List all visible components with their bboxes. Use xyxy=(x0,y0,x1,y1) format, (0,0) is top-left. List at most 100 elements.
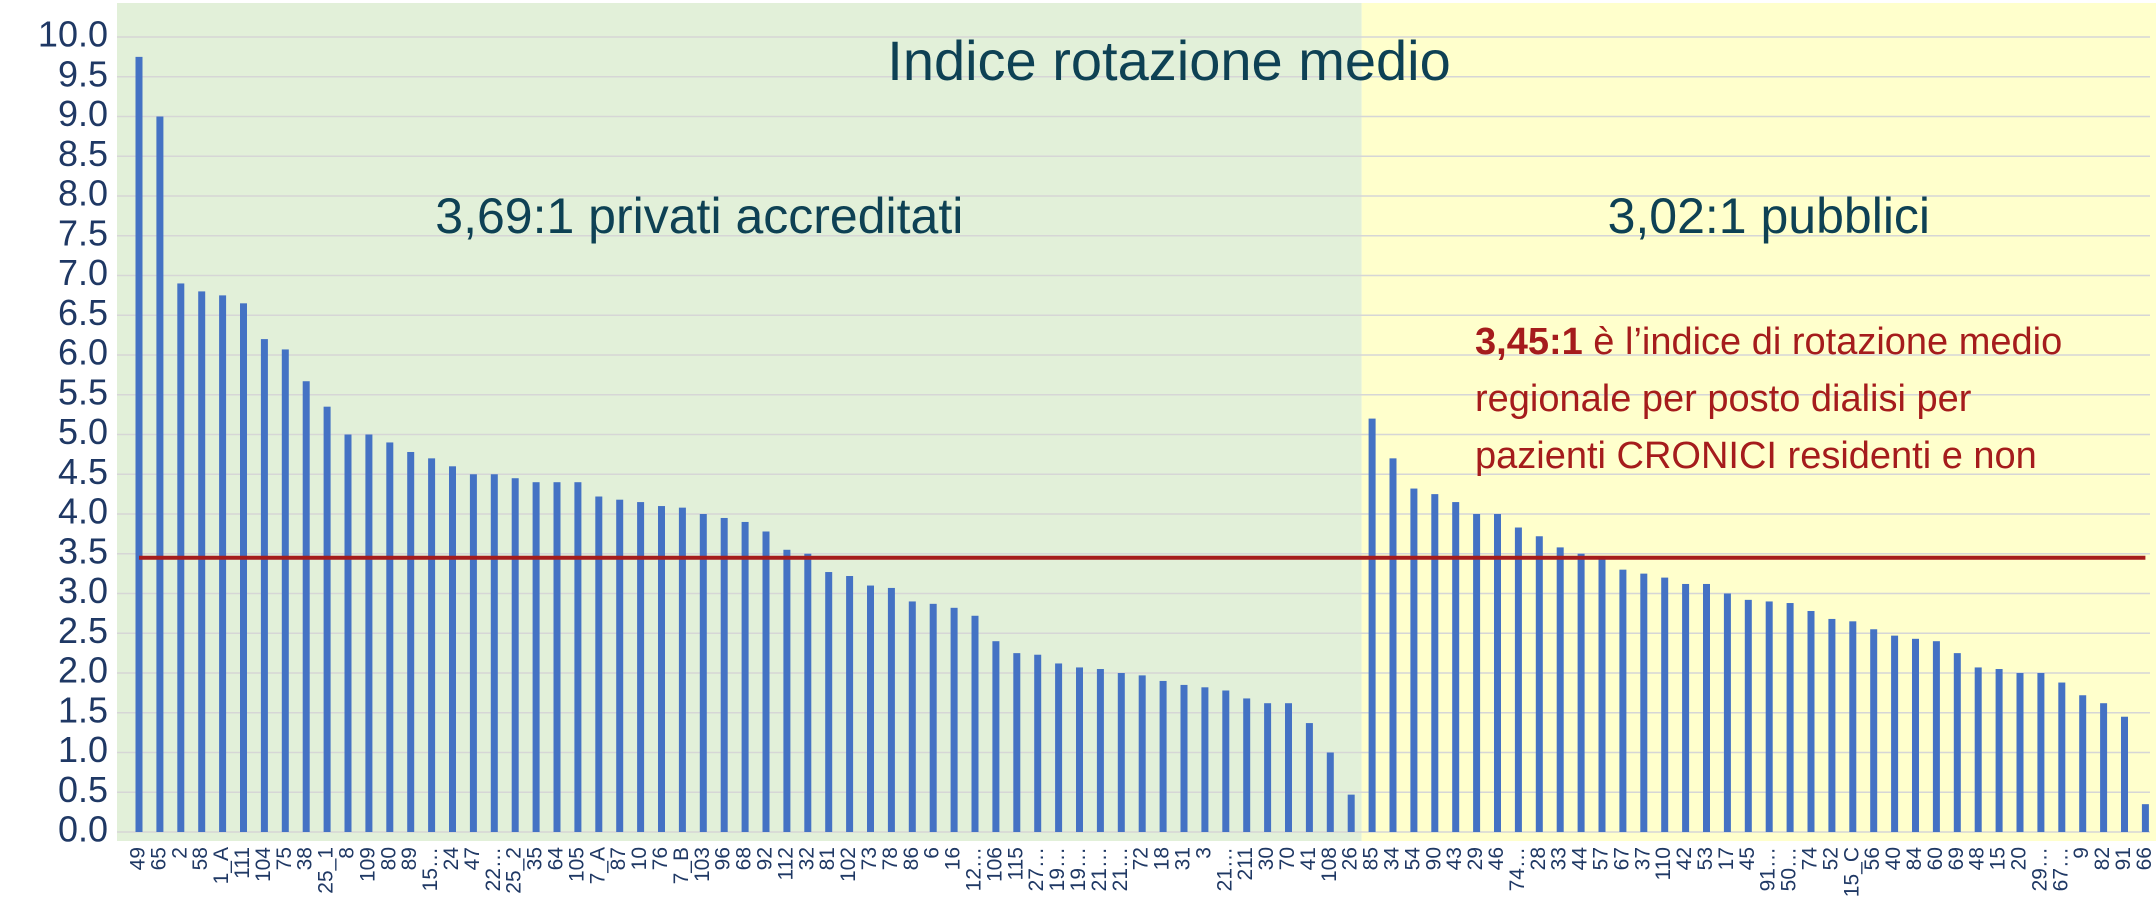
bar xyxy=(908,601,916,832)
bar xyxy=(2058,682,2066,832)
x-tick-label: 45 xyxy=(1736,847,1759,870)
bar xyxy=(1389,458,1397,832)
y-tick-label: 4.0 xyxy=(58,491,108,532)
bar xyxy=(344,434,352,832)
x-tick-label: 42 xyxy=(1673,847,1696,870)
x-tick-label: 67 xyxy=(1610,847,1633,870)
x-tick-label: 48 xyxy=(1966,847,1989,870)
bar xyxy=(1368,418,1376,832)
x-tick-label: 53 xyxy=(1694,847,1717,870)
y-tick-label: 0.0 xyxy=(58,809,108,850)
y-tick-label: 5.0 xyxy=(58,411,108,452)
x-tick-label: 58 xyxy=(189,847,212,870)
x-tick-label: 20 xyxy=(2008,847,2031,870)
x-tick-label: 73 xyxy=(858,847,881,870)
x-tick-label: 54 xyxy=(1401,847,1424,871)
bar xyxy=(1096,669,1104,832)
x-tick-label: 109 xyxy=(356,847,379,882)
x-tick-label: 85 xyxy=(1360,847,1383,870)
y-tick-label: 6.5 xyxy=(58,292,108,333)
bar xyxy=(1912,638,1919,832)
bar xyxy=(616,499,624,832)
bar xyxy=(1723,593,1731,832)
bar xyxy=(302,381,310,832)
bar xyxy=(950,607,958,832)
bar xyxy=(1264,703,1272,832)
bar xyxy=(469,474,477,832)
x-tick-label: 103 xyxy=(691,847,714,882)
bar xyxy=(678,507,686,832)
x-tick-label: 2 xyxy=(168,847,191,859)
x-tick-label: 21… xyxy=(1088,847,1111,891)
bar xyxy=(1514,527,1522,832)
annotation-text: regionale per posto dialisi per xyxy=(1475,378,1972,420)
x-tick-label: 92 xyxy=(754,847,777,870)
bar xyxy=(1347,794,1355,832)
bar xyxy=(323,406,331,832)
x-tick-label: 29… xyxy=(2028,847,2051,891)
x-tick-label: 66 xyxy=(2133,847,2156,870)
bar xyxy=(1577,553,1585,832)
x-tick-label: 49 xyxy=(127,847,150,870)
bar xyxy=(846,576,854,832)
region-label: 3,02:1 pubblici xyxy=(1608,188,1930,244)
x-tick-label: 3 xyxy=(1192,847,1215,859)
x-tick-label: 91 xyxy=(2112,847,2135,870)
annotation-text: è l’indice di rotazione medio xyxy=(1583,321,2063,363)
bar xyxy=(1849,621,1857,832)
x-tick-label: 37 xyxy=(1631,847,1654,870)
x-tick-label: 112 xyxy=(774,847,797,880)
annotation-text: pazienti CRONICI residenti e non xyxy=(1475,435,2037,477)
x-tick-label: 9 xyxy=(2070,847,2093,859)
bar xyxy=(219,295,227,832)
x-tick-label: 74… xyxy=(1506,847,1529,891)
annotation: pazienti CRONICI residenti e non xyxy=(1475,435,2037,477)
x-tick-label: 32 xyxy=(795,847,818,870)
bar xyxy=(2016,673,2024,832)
x-tick-label: 15… xyxy=(419,847,442,891)
x-tick-label: 106 xyxy=(983,847,1006,882)
bar xyxy=(1222,690,1230,832)
x-tick-label: 44 xyxy=(1569,847,1592,871)
x-tick-label: 15 xyxy=(1987,847,2010,870)
x-tick-label: 43 xyxy=(1443,847,1466,870)
bar xyxy=(1974,667,1982,832)
bar xyxy=(1180,684,1188,832)
bar xyxy=(1765,601,1773,832)
x-tick-label: 86 xyxy=(900,847,923,870)
x-tick-label: 21… xyxy=(1213,847,1236,891)
bar xyxy=(804,553,812,832)
y-tick-label: 8.0 xyxy=(58,173,108,214)
y-tick-label: 4.5 xyxy=(58,451,108,492)
bar xyxy=(1661,577,1669,832)
x-tick-label: 7_B xyxy=(670,847,693,884)
bar xyxy=(156,116,164,832)
bar xyxy=(1640,573,1648,832)
x-tick-label: 19… xyxy=(1046,847,1069,891)
x-tick-label: 12… xyxy=(963,847,986,891)
y-tick-label: 1.5 xyxy=(58,689,108,730)
x-tick-label: 111 xyxy=(231,847,254,879)
bar xyxy=(2100,703,2108,832)
x-tick-label: 6 xyxy=(921,847,944,859)
bar xyxy=(449,466,456,832)
bar xyxy=(1494,514,1501,832)
y-tick-label: 3.5 xyxy=(58,530,108,571)
bar xyxy=(2079,695,2087,832)
x-tick-label: 74 xyxy=(1799,847,1822,871)
x-tick-label: 24 xyxy=(440,847,463,871)
x-tick-label: 60 xyxy=(1924,847,1947,870)
bar xyxy=(240,303,247,832)
x-tick-label: 46 xyxy=(1485,847,1508,870)
bar xyxy=(1744,599,1752,832)
y-tick-label: 2.5 xyxy=(58,610,108,651)
y-tick-label: 0.5 xyxy=(58,769,108,810)
bar xyxy=(637,502,645,832)
y-tick-label: 7.0 xyxy=(58,252,108,293)
x-tick-label: 7_A xyxy=(586,847,609,884)
annotation: 3,45:1 è l’indice di rotazione medio xyxy=(1475,321,2062,363)
y-tick-label: 5.5 xyxy=(58,371,108,412)
x-tick-label: 29 xyxy=(1464,847,1487,870)
x-tick-label: 17 xyxy=(1715,847,1738,870)
